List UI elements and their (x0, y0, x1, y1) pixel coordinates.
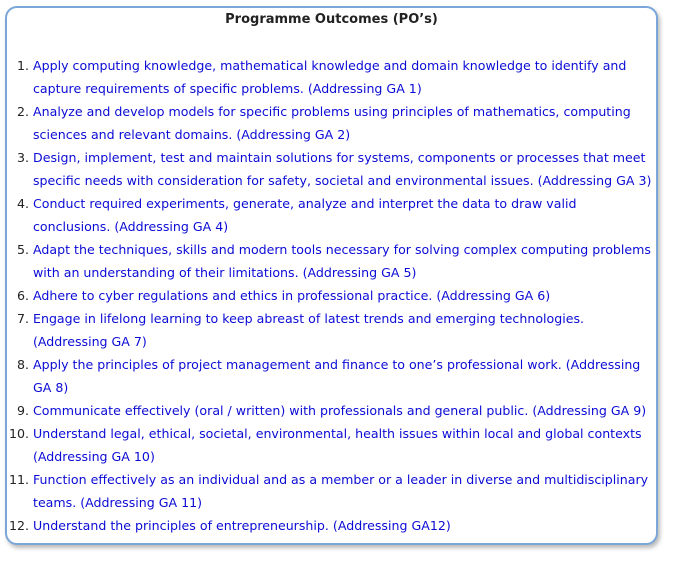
outcomes-panel: Programme Outcomes (PO’s) 1. Apply comput… (5, 6, 658, 545)
item-text: Adhere to cyber regulations and ethics i… (33, 288, 551, 303)
list-item: 3. Design, implement, test and maintain s… (7, 146, 657, 192)
item-text: Adapt the techniques, skills and modern … (33, 242, 651, 280)
item-number: 11. (8, 472, 29, 487)
list-item: 7. Engage in lifelong learning to keep ab… (7, 307, 657, 353)
list-item: 2. Analyze and develop models for specifi… (7, 100, 657, 146)
item-number: 7. (16, 311, 29, 326)
item-text: Apply the principles of project manageme… (33, 357, 641, 395)
item-text: Function effectively as an individual an… (33, 472, 649, 510)
item-number: 2. (16, 104, 29, 119)
list-item: 9. Communicate effectively (oral / writte… (7, 399, 657, 422)
item-number: 10. (8, 426, 29, 441)
item-text: Understand the principles of entrepreneu… (33, 518, 451, 533)
item-number: 6. (16, 288, 29, 303)
item-text: Engage in lifelong learning to keep abre… (33, 311, 585, 349)
item-number: 3. (16, 150, 29, 165)
item-number: 12. (8, 518, 29, 533)
list-item: 5. Adapt the techniques, skills and moder… (7, 238, 657, 284)
item-number: 8. (16, 357, 29, 372)
list-item: 11. Function effectively as an individual… (7, 468, 657, 514)
item-number: 4. (16, 196, 29, 211)
item-text: Communicate effectively (oral / written)… (33, 403, 647, 418)
outcomes-list: 1. Apply computing knowledge, mathematica… (7, 54, 657, 537)
list-item: 8. Apply the principles of project manage… (7, 353, 657, 399)
item-number: 9. (16, 403, 29, 418)
item-number: 5. (16, 242, 29, 257)
item-text: Conduct required experiments, generate, … (33, 196, 577, 234)
list-item: 10. Understand legal, ethical, societal, … (7, 422, 657, 468)
list-item: 6. Adhere to cyber regulations and ethics… (7, 284, 657, 307)
panel-title: Programme Outcomes (PO’s) (225, 12, 438, 27)
list-item: 12. Understand the principles of entrepre… (7, 514, 657, 537)
item-text: Apply computing knowledge, mathematical … (33, 58, 627, 96)
item-text: Analyze and develop models for specific … (33, 104, 631, 142)
list-item: 4. Conduct required experiments, generate… (7, 192, 657, 238)
item-text: Understand legal, ethical, societal, env… (33, 426, 642, 464)
list-item: 1. Apply computing knowledge, mathematica… (7, 54, 657, 100)
item-number: 1. (16, 58, 29, 73)
item-text: Design, implement, test and maintain sol… (33, 150, 652, 188)
